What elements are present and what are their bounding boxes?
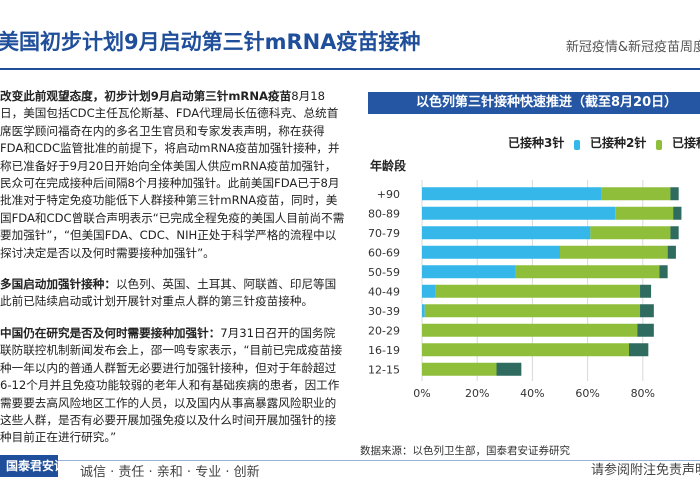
- bar-segment: [422, 245, 560, 259]
- legend-label: 已接种1针: [672, 135, 700, 150]
- footer-divider: [0, 460, 700, 461]
- bar-segment: [601, 187, 671, 201]
- bar-segment: [435, 284, 641, 298]
- paragraph-china: 中国仍在研究是否及何时需要接种加强针：7月31日召开的国务院联防联控机制新闻发布…: [0, 325, 345, 447]
- y-tick-label: 80-89: [368, 207, 400, 220]
- bar-segment: [640, 304, 654, 318]
- legend-label: 已接种3针: [508, 135, 564, 150]
- y-axis-title: 年龄段: [370, 158, 407, 173]
- bar-segment: [422, 362, 497, 376]
- legend-swatch: [574, 140, 580, 150]
- bar-segment: [422, 265, 516, 279]
- bar-segment: [422, 226, 591, 240]
- x-tick-label: 60%: [575, 387, 599, 400]
- bar-segment: [615, 206, 674, 220]
- bar-segment: [422, 284, 436, 298]
- lead-countries: 多国启动加强针接种：: [0, 277, 116, 292]
- bar-segment: [673, 206, 682, 220]
- x-tick-label: 40%: [520, 387, 544, 400]
- bar-segment: [670, 226, 679, 240]
- text-us-plan: 8月18日，美国包括CDC主任瓦伦斯基、FDA代理局长伍德科克、总统首席医学顾问…: [0, 89, 345, 260]
- bar-segment: [629, 343, 649, 357]
- bar-segment: [640, 284, 652, 298]
- x-tick-label: 80%: [631, 387, 655, 400]
- bar-segment: [422, 206, 616, 220]
- brand-logo: 国泰君安证券: [0, 455, 58, 477]
- bar-segment: [422, 187, 602, 201]
- text-countries: 以色列、英国、土耳其、阿联酋、印尼等国此前已陆续启动或计划开展针对重点人群的第三…: [0, 277, 337, 309]
- bar-segment: [659, 265, 668, 279]
- bar-segment: [515, 265, 660, 279]
- bar-segment: [637, 323, 654, 337]
- lead-china: 中国仍在研究是否及何时需要接种加强针：: [0, 325, 221, 340]
- bar-segment: [424, 304, 641, 318]
- paragraph-countries: 多国启动加强针接种：以色列、英国、土耳其、阿联酋、印尼等国此前已陆续启动或计划开…: [0, 276, 345, 311]
- y-tick-label: +90: [377, 188, 400, 201]
- lead-us-plan: 改变此前观望态度，初步计划9月启动第三针mRNA疫苗: [0, 89, 292, 103]
- bar-segment: [422, 343, 629, 357]
- x-tick-label: 0%: [413, 387, 430, 400]
- y-tick-label: 60-69: [368, 246, 400, 259]
- page-title: 美国初步计划9月启动第三针mRNA疫苗接种: [0, 30, 421, 54]
- bar-segment: [496, 362, 522, 376]
- legend-swatch: [656, 140, 662, 150]
- article-body: 改变此前观望态度，初步计划9月启动第三针mRNA疫苗8月18日，美国包括CDC主…: [0, 88, 345, 447]
- bar-segment: [590, 226, 671, 240]
- bar-segment: [422, 304, 425, 318]
- chart-source: 数据来源：以色列卫生部，国泰君安证券研究: [360, 445, 570, 457]
- israel-booster-chart: 已接种3针 已接种2针 已接种1针年龄段 0% 20% 40% 60% 80% +90 80-89…: [368, 135, 700, 400]
- footer-slogan: 诚信 · 责任 · 亲和 · 专业 · 创新: [80, 465, 260, 480]
- chart-title-banner: 以色列第三针接种快速推进（截至8月20日）: [368, 92, 700, 114]
- text-china: 7月31日召开的国务院联防联控机制新闻发布会上，邵一鸣专家表示，“目前已完成疫苗…: [0, 325, 343, 445]
- x-tick-label: 20%: [465, 387, 489, 400]
- bar-segment: [560, 245, 668, 259]
- y-tick-label: 50-59: [368, 266, 400, 279]
- section-tag: 新冠疫情&新冠疫苗周度: [565, 40, 700, 55]
- title-divider: [0, 68, 700, 70]
- y-tick-label: 20-29: [368, 324, 400, 337]
- y-tick-label: 40-49: [368, 285, 400, 298]
- bar-segment: [422, 323, 638, 337]
- bar-segment: [670, 187, 679, 201]
- legend-label: 已接种2针: [590, 135, 646, 150]
- y-tick-label: 70-79: [368, 227, 400, 240]
- y-tick-label: 16-19: [368, 344, 400, 357]
- y-tick-label: 30-39: [368, 305, 400, 318]
- footer-disclaimer: 请参阅附注免责声明: [590, 463, 700, 478]
- y-tick-label: 12-15: [368, 363, 400, 376]
- bar-segment: [667, 245, 676, 259]
- paragraph-us-plan: 改变此前观望态度，初步计划9月启动第三针mRNA疫苗8月18日，美国包括CDC主…: [0, 88, 345, 262]
